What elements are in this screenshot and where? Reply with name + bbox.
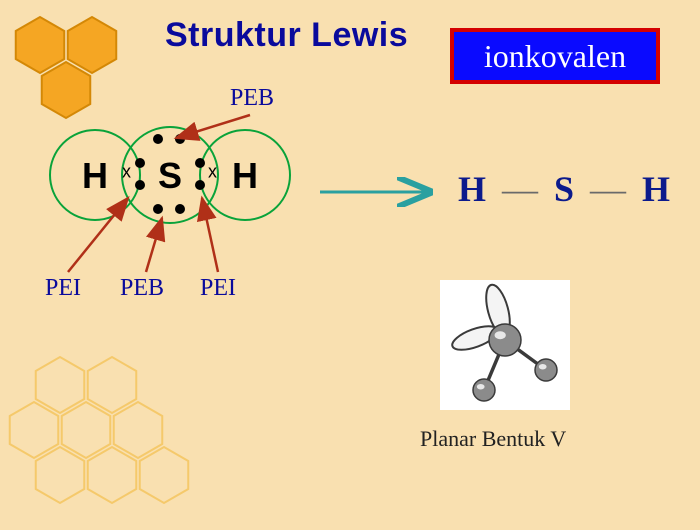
annot-peb-top: PEB [230,85,274,112]
annot-pei-right: PEI [200,275,236,302]
annot-peb-bot: PEB [120,275,164,302]
atom-h-left: H [82,155,108,197]
badge-ionkovalen: ionkovalen [450,28,660,84]
slide-title: Struktur Lewis [165,16,408,55]
hsh-formula: H — S — H [450,168,678,210]
atom-h-4: H [642,169,670,209]
svg-text:x: x [208,161,217,181]
lewis-structure: xx H S H [40,105,300,245]
molecule-caption: Planar Bentuk V [420,426,566,452]
atom-h-0: H [458,169,486,209]
atom-s: S [158,155,182,197]
atom-s-2: S [554,169,574,209]
bond-dash: — [502,169,538,209]
annot-pei-left: PEI [45,275,81,302]
atom-h-right: H [232,155,258,197]
molecule-3d-svg [440,280,570,410]
svg-text:x: x [122,161,131,181]
bond-dash: — [590,169,626,209]
molecule-3d [440,280,570,410]
badge-label: ionkovalen [484,38,626,75]
